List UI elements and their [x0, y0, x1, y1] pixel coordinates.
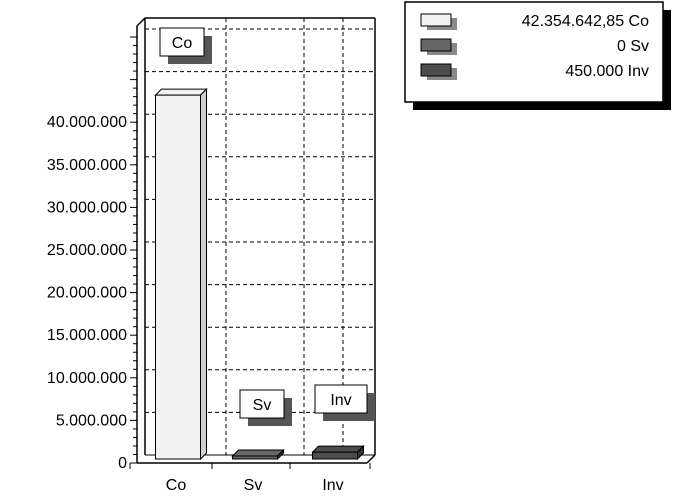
x-tick-label: Inv	[322, 477, 343, 494]
y-tick-label: 30.000.000	[47, 199, 127, 216]
bar-label-text: Sv	[253, 397, 272, 414]
bar-top	[154, 88, 208, 96]
y-tick-label: 35.000.000	[47, 157, 127, 174]
bar-top	[311, 445, 365, 453]
bar-label-text: Co	[172, 35, 193, 52]
frame-depth-top	[136, 17, 146, 27]
x-axis: Co Sv Inv	[129, 463, 371, 494]
legend-label: 42.354.642,85 Co	[522, 13, 649, 30]
label-box	[159, 27, 205, 57]
label-box	[314, 384, 368, 414]
bar-co	[154, 87, 208, 461]
legend-item: 42.354.642,85 Co	[420, 13, 649, 30]
bar-sv	[231, 448, 285, 461]
legend-item: 450.000 Inv	[420, 63, 649, 80]
bar-label-co: Co	[159, 27, 212, 64]
y-tick-label: 10.000.000	[47, 370, 127, 387]
legend-label: 0 Sv	[617, 38, 649, 55]
bar-front	[312, 451, 358, 460]
y-axis: 0 5.000.000 10.000.000 15.000.000 20.000.000…	[47, 36, 137, 472]
legend-item: 0 Sv	[420, 38, 649, 55]
y-tick-label: 40.000.000	[47, 114, 127, 131]
bar-labels: Co Sv Inv	[159, 27, 375, 426]
bars	[154, 87, 365, 461]
bar-label-sv: Sv	[239, 389, 292, 426]
y-tick-label: 0	[118, 455, 127, 472]
bar-inv	[311, 444, 365, 461]
bar-front	[155, 94, 201, 460]
bar-top	[231, 449, 285, 457]
frame-depth-bottom	[366, 454, 376, 464]
legend: 42.354.642,85 Co 0 Sv 450.000 Inv	[404, 1, 671, 110]
bar-label-text: Inv	[330, 392, 351, 409]
label-box	[239, 389, 285, 419]
x-tick-label: Sv	[244, 477, 263, 494]
y-tick-label: 25.000.000	[47, 242, 127, 259]
y-tick-label: 20.000.000	[47, 285, 127, 302]
y-tick-label: 15.000.000	[47, 327, 127, 344]
bar-label-inv: Inv	[314, 384, 375, 421]
legend-swatch	[420, 38, 452, 52]
y-tick-label: 5.000.000	[56, 412, 127, 429]
bar-front	[232, 455, 278, 460]
legend-swatch	[420, 63, 452, 77]
legend-swatch	[420, 13, 452, 27]
x-tick-label: Co	[166, 477, 187, 494]
bar-side	[200, 87, 207, 461]
legend-label: 450.000 Inv	[565, 63, 649, 80]
